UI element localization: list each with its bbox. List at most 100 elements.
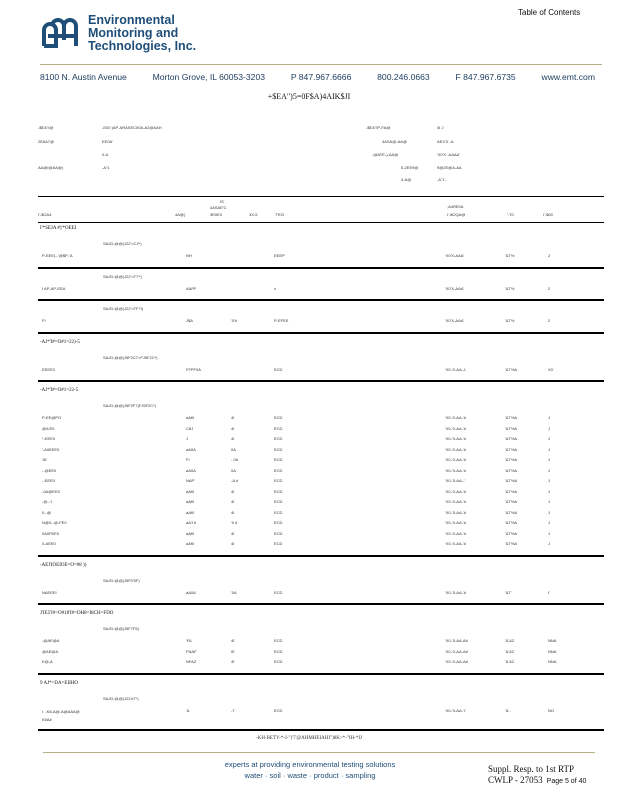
fax: F 847.967.6735 [455,72,516,82]
row-separator [38,603,604,605]
cell: J [548,425,550,431]
table-row: 'AI' FI - 0A ECD 'X0-'0-AA-'# '&T%A J [0,454,618,465]
cell: 2 [548,285,551,291]
cell: 'AI' [42,457,48,462]
cell: 4I [231,509,235,515]
method-name: SAJD-@@(J22'=F7'*) [103,273,142,279]
header-divider [40,64,602,65]
address-bar: 8100 N. Austin Avenue Morton Grove, IL 6… [40,72,595,82]
cell: 0A [231,446,236,452]
emt-logo-icon [42,18,78,48]
cell: 'X0-'0-AA-'# [445,425,466,431]
cell: 'X0-'0-AA-'# [445,499,466,504]
cell: '&T' [505,589,512,595]
page-number: Page 5 of 40 [546,778,587,785]
website-link[interactable]: www.emt.com [541,72,595,82]
info-value: 4I J [437,125,444,130]
cell: 'X0-'0-AA-'# [445,457,466,462]
table-row: 0-AEE0 aAf0 4I ECD 'X0-'0-AA-'# '&T%A J [0,538,618,549]
cell: 0A0FEE0 [42,530,60,536]
cell: J [548,509,550,515]
cell: ECD [274,659,283,664]
cell: 'X0-'0-AA-A# [445,648,468,654]
stamp-second-line: CWLP - 27053 Page 5 of 40 [488,775,613,785]
cell: I -K8-A@-A@AAA@ E#A# [42,708,80,722]
footer-tagline: experts at providing environmental testi… [160,759,460,781]
cell: ECD [274,446,283,452]
results-table: I'*SEJA #)'*OEEI SAJD-@@(J22'=C2*) P-EEE)-… [0,223,618,741]
info-value: EE0A' [102,139,113,144]
cell: EEEE0 [42,366,55,372]
method-name: SAJD-@@(J5F0'5F) [103,577,140,583]
cell: C8J [186,425,194,431]
cell: ECD [274,467,283,473]
cell: ECD [274,425,283,431]
table-of-contents-link[interactable]: Table of Contents [518,8,581,17]
cell: ECD [274,638,283,643]
info-label: 2E6A7@ [38,139,55,144]
cell: '&'- [505,707,511,713]
row-separator [38,728,604,731]
method-name: SAJD-@@(J5F2F7(FJ5F2C*) [103,403,157,408]
info-label: AA@I@AA@) [38,165,64,170]
cell: AAPF [186,285,197,291]
cell: '&'&2 [505,659,515,664]
cell: 4I [231,499,235,504]
cell: 'X0'X-AAA' [445,253,465,258]
cell: NNA [548,648,557,654]
cell: 2 [548,318,551,323]
cell: NFAZ [186,659,197,664]
response-stamp: Suppl. Resp. to 1st RTP [488,764,574,774]
toll-free-phone: 800.246.0663 [377,72,430,82]
cell: J [548,520,550,525]
table-row: --EEE0 NAP' -A # ECD 'X0-'0-AA--' '&T%A J [0,475,618,486]
table-row: NAEEEI aA0A '0A ECD 'X0-'0-AA-'# '&T' I' [0,587,618,598]
cell: 'X0-'0-AA-'# [445,541,466,546]
info-value: 'X0'X -AAAA' [437,152,460,157]
cell: '&T%A [505,457,518,462]
cell: 4I [231,425,235,431]
cell: -@--'I [42,499,52,504]
info-value: AEX'X -A [437,139,454,144]
cell: -0A@EE0 [42,488,60,494]
method-name: SAJD-@@(J22'#7*) [103,695,139,701]
cell: '0A [231,589,237,595]
column-header-top: IS [220,199,224,204]
cell: aAf0 [186,541,195,546]
cell: I AP-AP-EEA [42,285,66,291]
column-header: I'-$OA4 [38,212,52,217]
cell: 'X0-'0-AA-'# [445,415,466,420]
cell: z [274,285,276,291]
footer-divider [43,752,595,753]
company-name-line: Technologies, Inc. [88,39,197,53]
cell: ECD [274,366,283,372]
cell: 0I' [231,648,236,654]
cell: '&T% [505,253,515,258]
cell: ECD [274,509,283,515]
cell: '&T%A [505,425,518,431]
table-row: *-EEE0 J 4I ECD 'X0-'0-AA-'# '&T%A J [0,433,618,444]
cell: '& [186,707,190,713]
header-top-rule [38,196,604,197]
cell: ECD [274,589,283,595]
cell: 4I [231,488,235,494]
table-row: @A'E0 C8J 4I ECD 'X0-'0-AA-'# '&T%A J [0,423,618,434]
table-row: @AE@A FNAF 0I' ECD 'X0-'0-AA-A# '&'&2 NNA [0,646,618,657]
cell: '-A0EEE0 [42,446,60,452]
table-row: 0--@ aAf0 4I ECD 'X0-'0-AA-'# '&T%A J [0,507,618,518]
cell: NNA [548,659,557,664]
cell: FFPF0A [186,366,201,372]
table-row: '-A0EEE0 aA0A 0A ECD 'X0-'0-AA-'# '&T%A J [0,444,618,455]
cell: 4I' [231,638,236,643]
cell: '&T%A [505,520,518,525]
section-title: -AEI'IOEIOE=O=#8 )) [40,562,87,568]
cell: ECD [274,436,283,441]
cell: '&T%A [505,446,518,452]
cell: P-EFEE [274,318,289,323]
info-label: 5-2EE9@ [401,165,419,170]
cell: '&T%A [505,467,518,473]
column-header: 3X-5 [249,212,258,217]
cell: J [548,457,550,462]
row-separator [38,299,604,301]
cell: '&T%A [505,488,518,494]
